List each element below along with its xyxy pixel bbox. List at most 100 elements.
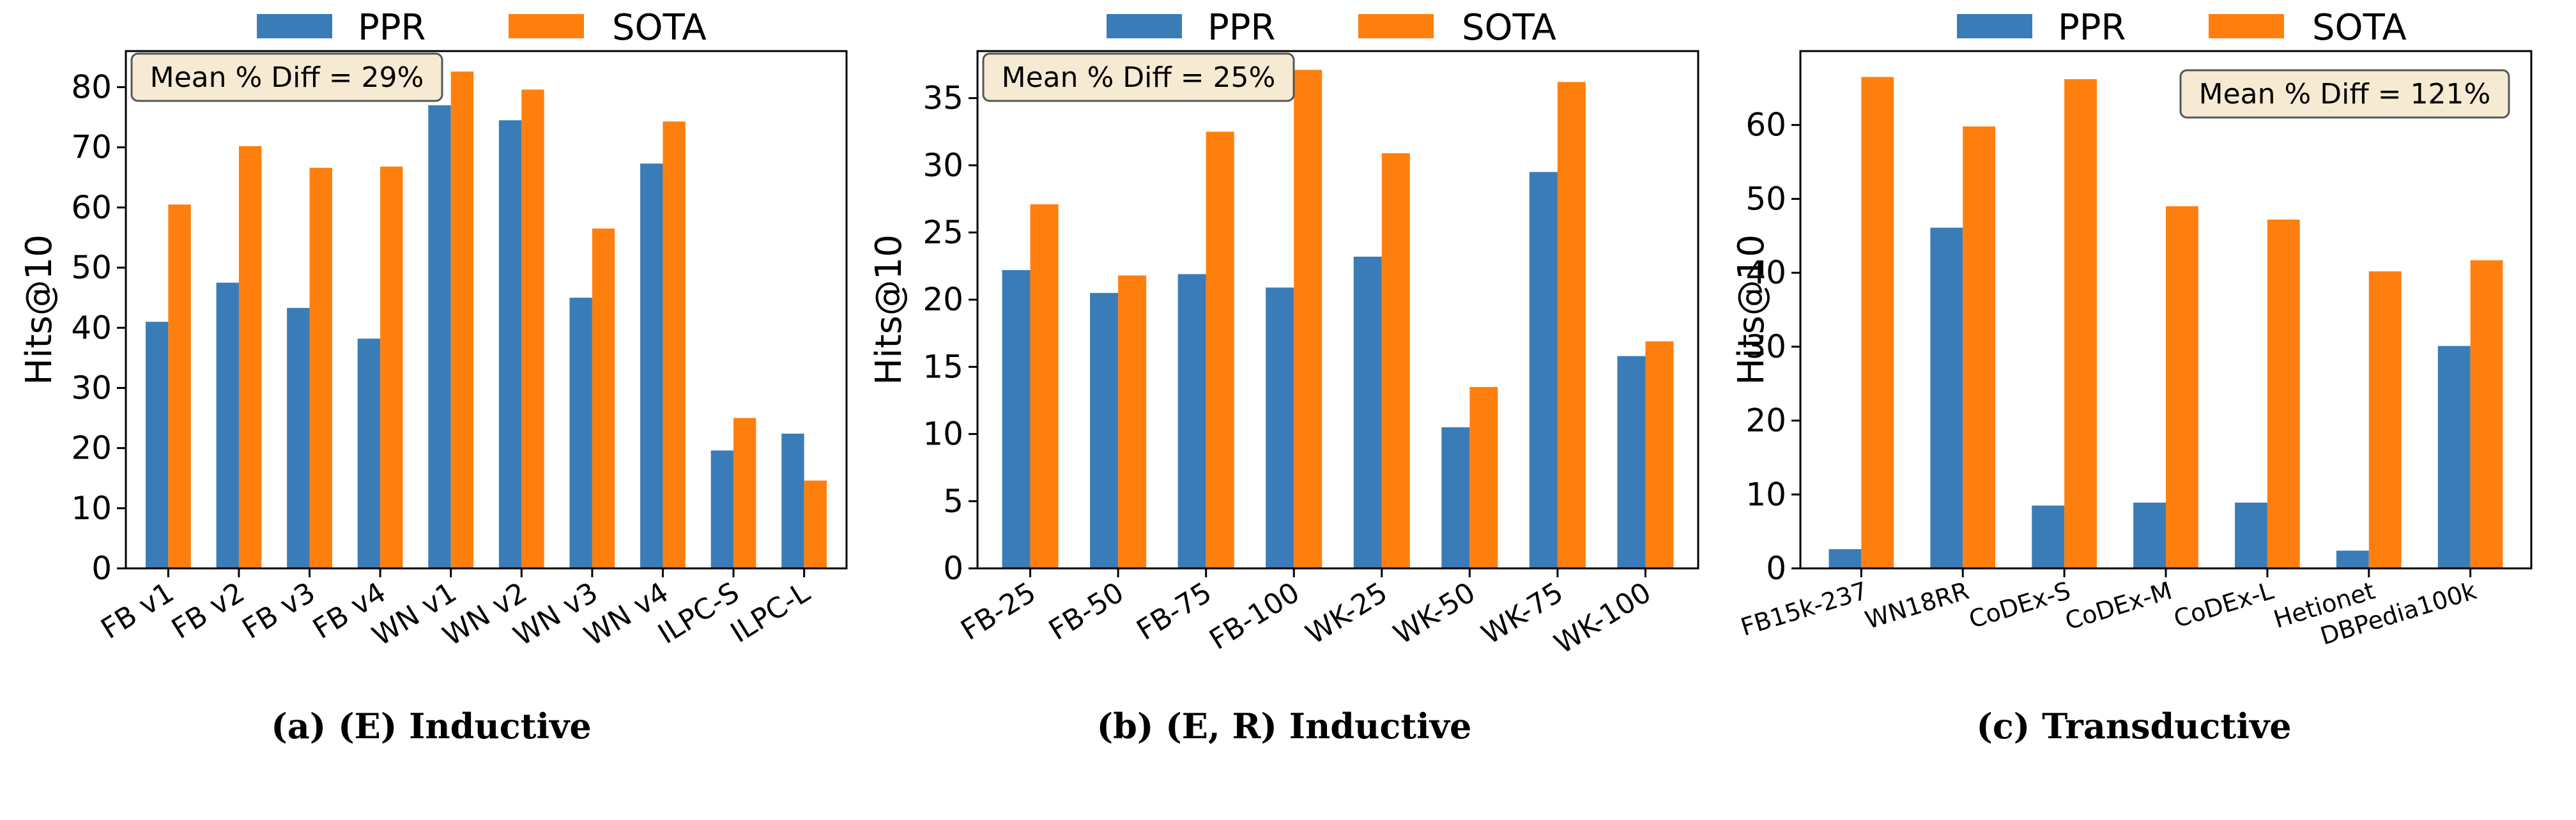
bar-sota-fb-v1 (168, 204, 191, 568)
y-tick-label: 20 (71, 430, 112, 467)
annotation-background (982, 52, 1295, 102)
legend-label-sota: SOTA (2312, 7, 2407, 49)
legend-swatch-sota (2209, 14, 2284, 38)
bar-sota-hetionet (2368, 271, 2402, 568)
annotation-background (2179, 69, 2510, 119)
legend-label-ppr: PPR (2058, 7, 2126, 49)
legend-label-ppr: PPR (358, 7, 425, 49)
bar-ppr-wn-v1 (428, 105, 451, 568)
y-tick-label: 80 (71, 69, 112, 106)
bar-ppr-wn-v3 (569, 298, 592, 568)
y-tick-label: 10 (1745, 476, 1786, 513)
y-tick-label: 30 (923, 147, 963, 184)
chart-panel-transductive: 0102030405060FB15k-237WN18RRCoDEx-SCoDEx… (1731, 7, 2533, 747)
bar-sota-fb-v2 (238, 146, 262, 568)
bar-ppr-wn-v4 (640, 163, 663, 568)
legend: PPR SOTA (257, 7, 707, 49)
legend-label-ppr: PPR (1208, 7, 1275, 49)
y-axis-label: Hits@10 (1731, 234, 1772, 385)
y-tick-label: 30 (1745, 328, 1786, 365)
y-tick-label: 0 (91, 550, 112, 587)
legend-swatch-ppr (1107, 14, 1182, 38)
bar-ppr-ilpc-l (781, 434, 804, 568)
bar-sota-wn18rr (1963, 126, 1996, 568)
bar-sota-codex-m (2166, 206, 2198, 568)
legend: PPR SOTA (1957, 7, 2407, 49)
y-tick-label: 70 (71, 129, 112, 166)
panel-caption: (c) Transductive (1976, 706, 2291, 747)
panel-caption: (a) (E) Inductive (271, 706, 592, 747)
bar-ppr-codex-l (2235, 503, 2267, 568)
bar-ppr-fb-v3 (287, 308, 310, 568)
panel-caption: (b) (E, R) Inductive (1097, 706, 1472, 747)
annotation-box: Mean % Diff = 121% (2179, 69, 2510, 119)
bar-sota-wk-25 (1381, 153, 1410, 568)
bar-ppr-codex-m (2133, 503, 2166, 568)
bar-ppr-hetionet (2336, 550, 2369, 568)
bar-sota-wk-50 (1469, 386, 1498, 568)
bar-ppr-wn-v2 (498, 120, 522, 568)
y-tick-label: 20 (923, 281, 963, 318)
annotation-box: Mean % Diff = 29% (130, 52, 443, 102)
bar-sota-codex-l (2267, 219, 2300, 568)
legend-swatch-sota (509, 14, 584, 38)
y-tick-label: 30 (71, 369, 112, 406)
annotation-background (130, 52, 443, 102)
bar-sota-wk-75 (1557, 82, 1586, 568)
bar-sota-fb15k-237 (1861, 77, 1894, 568)
bar-sota-fb-75 (1206, 132, 1234, 568)
bar-sota-wn-v4 (663, 121, 686, 568)
legend-swatch-sota (1358, 14, 1434, 38)
legend-swatch-ppr (1957, 14, 2032, 38)
bar-ppr-ilpc-s (710, 450, 734, 568)
legend-label-sota: SOTA (612, 7, 707, 49)
y-tick-label: 5 (943, 483, 963, 520)
bar-ppr-fb-75 (1177, 274, 1206, 568)
legend: PPR SOTA (1107, 7, 1556, 49)
y-tick-label: 10 (71, 490, 112, 527)
legend-label-sota: SOTA (1462, 7, 1556, 49)
bar-ppr-fb15k-237 (1828, 549, 1862, 568)
bar-sota-ilpc-s (733, 418, 756, 568)
annotation-text: Mean % Diff = 29% (150, 61, 424, 94)
legend-swatch-ppr (257, 14, 332, 38)
y-tick-label: 40 (1745, 254, 1786, 291)
bar-sota-wn-v3 (592, 228, 615, 568)
y-tick-label: 25 (923, 214, 963, 251)
y-tick-label: 60 (1745, 107, 1786, 144)
bar-sota-dbpedia100k (2470, 260, 2503, 568)
plot-frame (125, 50, 848, 570)
y-tick-label: 0 (943, 550, 963, 587)
annotation-box: Mean % Diff = 25% (982, 52, 1295, 102)
bar-ppr-fb-25 (1002, 270, 1031, 568)
bar-sota-fb-50 (1118, 275, 1147, 568)
bar-ppr-wk-100 (1617, 356, 1646, 568)
bar-ppr-fb-100 (1266, 287, 1294, 568)
bar-sota-wk-100 (1645, 341, 1674, 568)
bar-sota-fb-v3 (309, 167, 332, 568)
y-axis-label: Hits@10 (19, 234, 60, 385)
bar-sota-wn-v2 (521, 89, 544, 569)
y-tick-label: 20 (1745, 402, 1786, 439)
y-tick-label: 40 (71, 309, 112, 346)
plot-frame (976, 50, 1699, 570)
bar-sota-ilpc-l (804, 480, 827, 568)
bar-sota-wn-v1 (450, 72, 474, 568)
y-axis-label: Hits@10 (868, 234, 910, 385)
bar-sota-fb-v4 (380, 166, 403, 568)
plot-frame (1799, 50, 2533, 570)
y-tick-label: 50 (71, 249, 112, 286)
y-tick-label: 35 (923, 80, 963, 117)
bar-ppr-fb-v4 (357, 338, 381, 568)
bar-ppr-fb-v2 (216, 282, 239, 568)
annotation-text: Mean % Diff = 121% (2199, 78, 2491, 110)
bar-ppr-wk-25 (1353, 256, 1382, 568)
bar-ppr-wk-50 (1441, 427, 1470, 568)
y-tick-label: 10 (923, 416, 963, 453)
bar-ppr-codex-s (2032, 505, 2065, 568)
bar-ppr-fb-v1 (145, 321, 169, 568)
bar-sota-codex-s (2064, 79, 2097, 568)
y-tick-label: 50 (1745, 180, 1786, 217)
bar-sota-fb-25 (1030, 204, 1059, 569)
